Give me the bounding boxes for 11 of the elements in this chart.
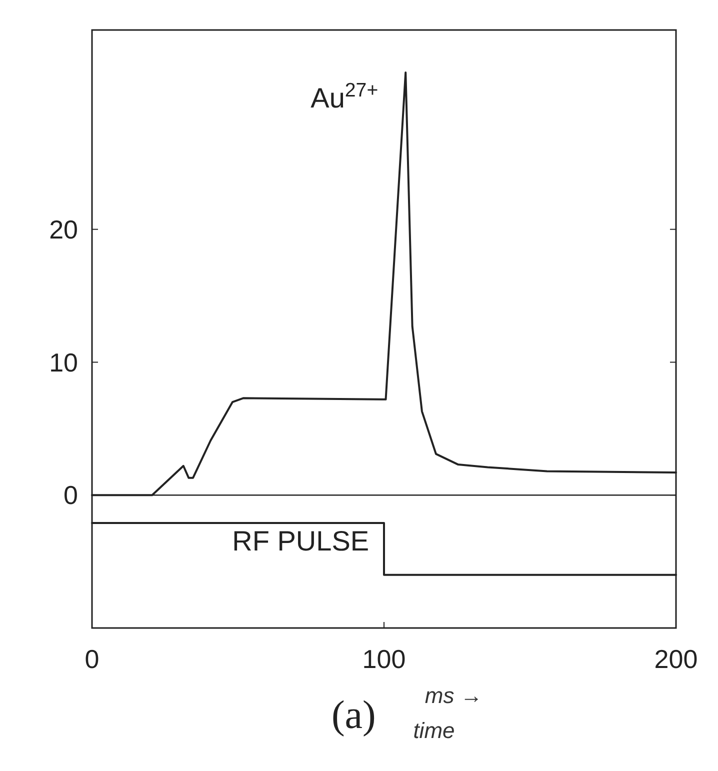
series-label: RF PULSE bbox=[232, 525, 370, 556]
text: (a) bbox=[331, 692, 376, 737]
y-tick-label: 0 bbox=[64, 480, 78, 510]
x-tick-label: 100 bbox=[362, 644, 406, 674]
text: ms → bbox=[424, 683, 482, 708]
x-tick-label: 0 bbox=[84, 644, 100, 674]
text: time bbox=[413, 718, 455, 743]
y-tick-label: 20 bbox=[49, 214, 78, 244]
x-tick-label: 200 bbox=[654, 644, 698, 674]
series-label: Au$^{27+}$ bbox=[310, 80, 378, 114]
y-tick-label: 10 bbox=[49, 347, 78, 378]
